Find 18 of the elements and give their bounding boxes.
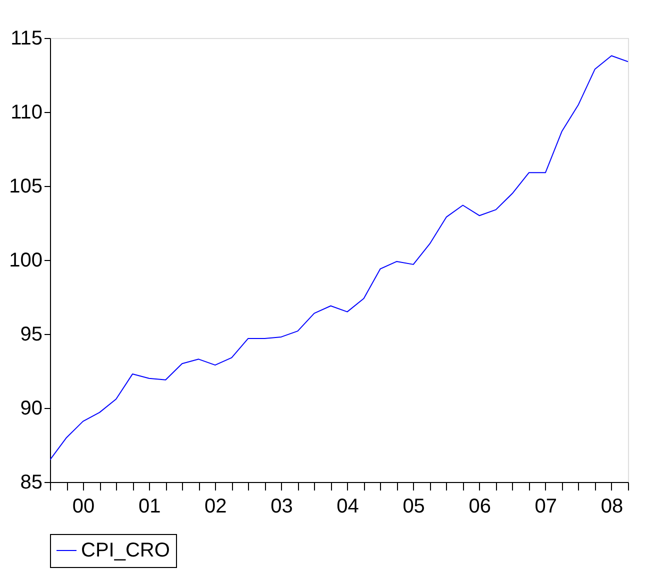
x-tick-label: 08 [600, 496, 624, 518]
y-tick-label: 110 [10, 102, 42, 124]
y-tick-label: 85 [20, 472, 42, 494]
y-tick-label: 115 [10, 28, 42, 50]
y-tick-label: 95 [20, 324, 42, 346]
x-tick-label: 03 [270, 496, 293, 518]
x-tick-label: 00 [72, 496, 95, 518]
legend-label: CPI_CRO [81, 540, 170, 562]
x-tick-label: 06 [468, 496, 491, 518]
x-tick-label: 01 [138, 496, 161, 518]
x-tick-label: 07 [534, 496, 558, 518]
y-tick-label: 100 [9, 250, 42, 272]
line-series [50, 55, 628, 460]
x-tick-label: 05 [402, 496, 425, 518]
y-tick-label: 90 [20, 398, 42, 420]
x-tick-label: 04 [336, 496, 359, 518]
x-tick-label: 02 [204, 496, 227, 518]
y-tick-label: 105 [9, 176, 42, 198]
